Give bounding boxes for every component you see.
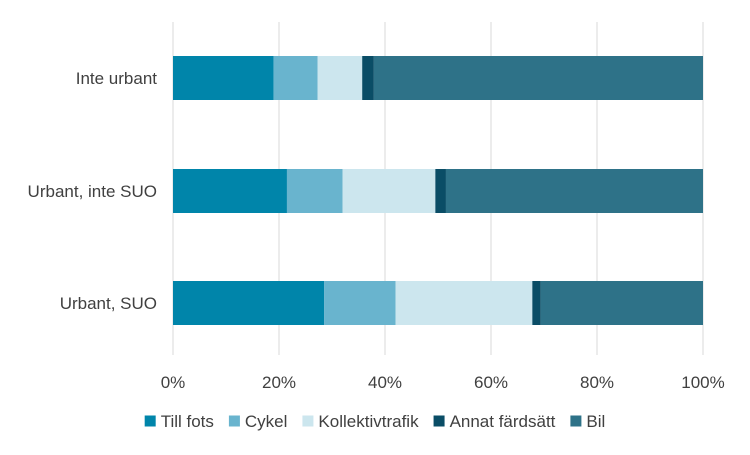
x-tick-label-0: 0% (161, 373, 186, 392)
category-label-1: Urbant, inte SUO (28, 182, 157, 201)
x-tick-label-1: 20% (262, 373, 296, 392)
bar-2-4 (540, 281, 703, 325)
legend-item-0: Till fots (144, 412, 214, 431)
bar-1-3 (435, 169, 446, 213)
legend-item-3: Annat färdsätt (433, 412, 556, 431)
bar-2-2 (395, 281, 533, 325)
legend-item-2: Kollektivtrafik (302, 412, 419, 431)
bar-0-2 (317, 56, 363, 100)
bar-1-1 (286, 169, 343, 213)
legend-label-1: Cykel (245, 412, 288, 431)
legend-label-4: Bil (586, 412, 605, 431)
bar-0-4 (373, 56, 703, 100)
legend-label-3: Annat färdsätt (450, 412, 556, 431)
x-tick-label-5: 100% (681, 373, 724, 392)
legend-item-1: Cykel (228, 412, 288, 431)
bar-1-0 (173, 169, 287, 213)
legend: Till fots Cykel Kollektivtrafik Annat färds… (144, 412, 605, 431)
bar-1-4 (445, 169, 703, 213)
x-tick-label-4: 80% (580, 373, 614, 392)
legend-swatch-4 (570, 415, 582, 427)
x-tick-label-3: 60% (474, 373, 508, 392)
category-label-0: Inte urbant (76, 69, 158, 88)
bars (173, 56, 703, 325)
bar-0-3 (362, 56, 374, 100)
bar-1-2 (342, 169, 436, 213)
category-labels: Inte urbant Urbant, inte SUO Urbant, SUO (28, 69, 158, 313)
legend-swatch-0 (144, 415, 156, 427)
legend-swatch-1 (228, 415, 240, 427)
legend-swatch-2 (302, 415, 314, 427)
legend-swatch-3 (433, 415, 445, 427)
bar-0-0 (173, 56, 274, 100)
bar-2-3 (532, 281, 541, 325)
category-label-2: Urbant, SUO (60, 294, 157, 313)
bar-2-1 (324, 281, 396, 325)
x-axis-tick-labels: 0% 20% 40% 60% 80% 100% (161, 373, 725, 392)
legend-label-2: Kollektivtrafik (318, 412, 419, 431)
legend-label-0: Till fots (161, 412, 214, 431)
bar-2-0 (173, 281, 325, 325)
x-tick-label-2: 40% (368, 373, 402, 392)
legend-item-4: Bil (570, 412, 605, 431)
bar-0-1 (273, 56, 318, 100)
